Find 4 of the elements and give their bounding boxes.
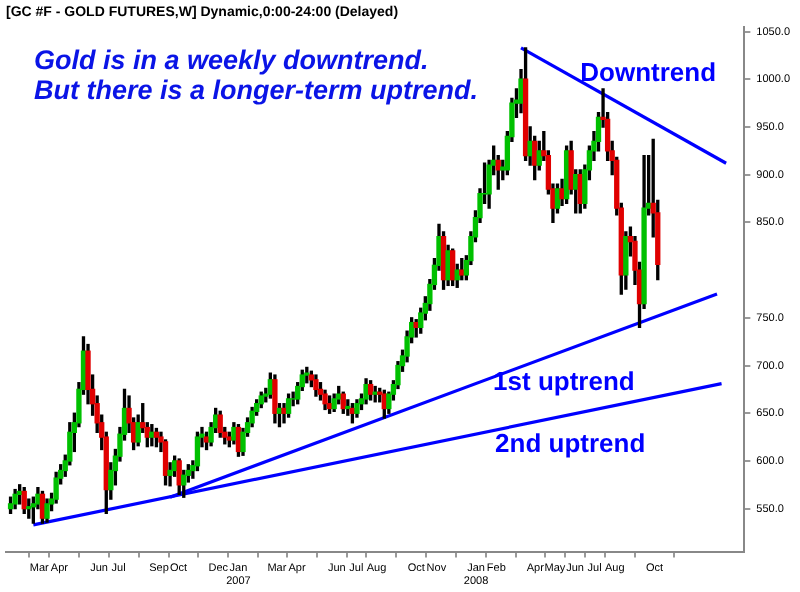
- annotation: Gold is in a weekly downtrend.: [34, 44, 429, 75]
- annotation: But there is a longer-term uptrend.: [34, 74, 479, 105]
- series-label: Downtrend: [580, 56, 717, 87]
- series-label: 2nd uptrend: [495, 427, 646, 458]
